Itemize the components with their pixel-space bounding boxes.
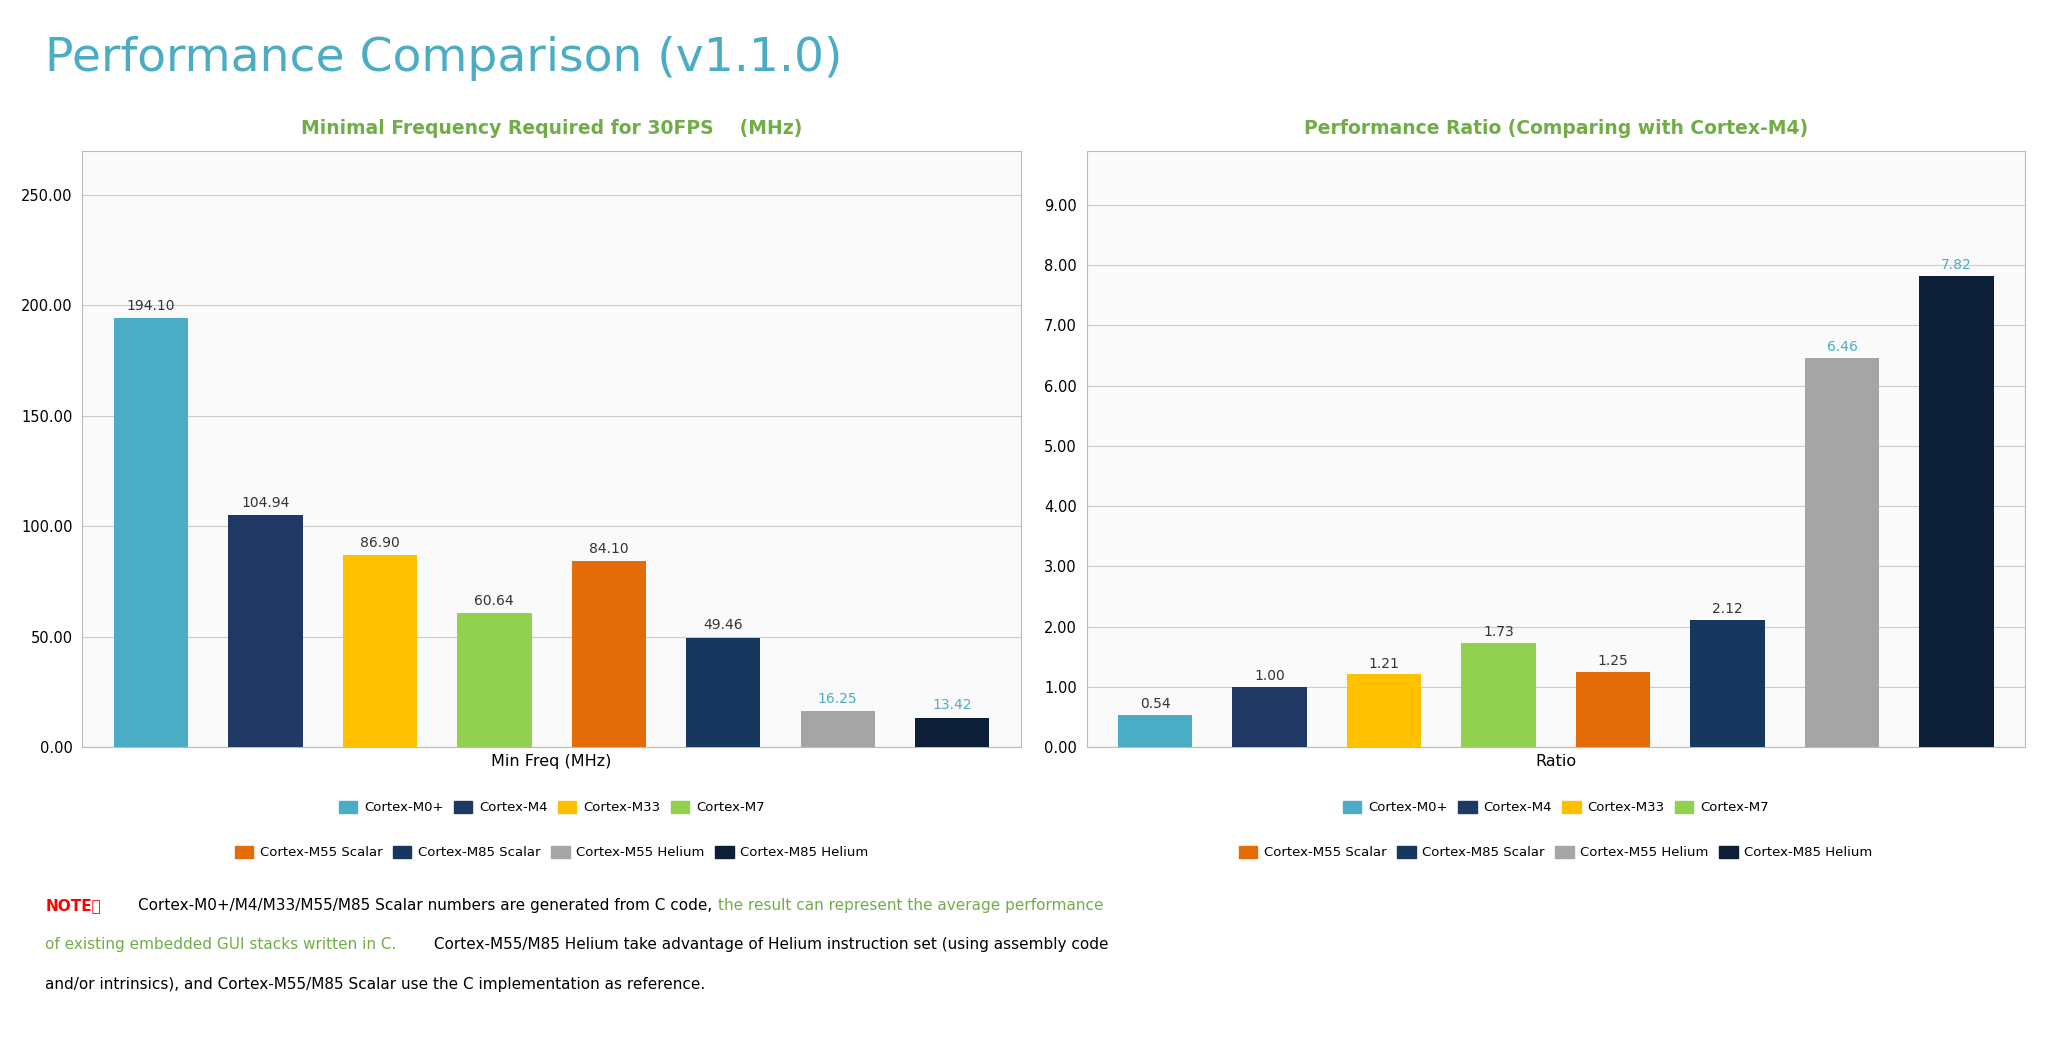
- X-axis label: Ratio: Ratio: [1536, 755, 1577, 769]
- Bar: [800, 711, 876, 747]
- Bar: [1805, 358, 1879, 747]
- Text: 104.94: 104.94: [241, 496, 290, 510]
- Text: Cortex-M55/M85 Helium take advantage of Helium instruction set (using assembly c: Cortex-M55/M85 Helium take advantage of …: [430, 937, 1108, 952]
- Text: 16.25: 16.25: [818, 692, 857, 706]
- Text: 1.25: 1.25: [1598, 654, 1628, 668]
- Bar: [1690, 620, 1764, 747]
- Text: 194.10: 194.10: [127, 299, 175, 312]
- Text: Cortex-M0+/M4/M33/M55/M85 Scalar numbers are generated from C code,: Cortex-M0+/M4/M33/M55/M85 Scalar numbers…: [138, 898, 718, 912]
- Legend: Cortex-M55 Scalar, Cortex-M85 Scalar, Cortex-M55 Helium, Cortex-M85 Helium: Cortex-M55 Scalar, Cortex-M85 Scalar, Co…: [1234, 841, 1877, 865]
- Bar: [915, 717, 989, 747]
- Text: 1.00: 1.00: [1254, 670, 1285, 683]
- Text: NOTE：: NOTE：: [45, 898, 101, 912]
- Text: 6.46: 6.46: [1826, 340, 1857, 354]
- Text: 1.21: 1.21: [1369, 657, 1400, 671]
- Bar: [228, 516, 302, 747]
- Bar: [1347, 675, 1421, 747]
- Bar: [1462, 644, 1536, 747]
- Text: 49.46: 49.46: [703, 619, 742, 632]
- Text: and/or intrinsics), and Cortex-M55/M85 Scalar use the C implementation as refere: and/or intrinsics), and Cortex-M55/M85 S…: [45, 977, 705, 991]
- Text: 0.54: 0.54: [1139, 698, 1170, 711]
- Bar: [456, 613, 533, 747]
- Text: 2.12: 2.12: [1713, 602, 1743, 616]
- Text: of existing embedded GUI stacks written in C.: of existing embedded GUI stacks written …: [45, 937, 397, 952]
- X-axis label: Min Freq (MHz): Min Freq (MHz): [491, 755, 613, 769]
- Bar: [343, 555, 417, 747]
- Text: 84.10: 84.10: [588, 542, 629, 556]
- Bar: [1575, 672, 1651, 747]
- Text: 7.82: 7.82: [1941, 258, 1972, 272]
- Text: 13.42: 13.42: [933, 699, 972, 712]
- Bar: [113, 319, 187, 747]
- Text: 1.73: 1.73: [1482, 626, 1513, 639]
- Title: Performance Ratio (Comparing with Cortex-M4): Performance Ratio (Comparing with Cortex…: [1304, 118, 1807, 138]
- Title: Minimal Frequency Required for 30FPS    (MHz): Minimal Frequency Required for 30FPS (MH…: [300, 118, 802, 138]
- Text: Performance Comparison (v1.1.0): Performance Comparison (v1.1.0): [45, 36, 843, 81]
- Legend: Cortex-M55 Scalar, Cortex-M85 Scalar, Cortex-M55 Helium, Cortex-M85 Helium: Cortex-M55 Scalar, Cortex-M85 Scalar, Co…: [230, 841, 874, 865]
- Bar: [1118, 715, 1192, 747]
- Bar: [572, 562, 646, 747]
- Text: the result can represent the average performance: the result can represent the average per…: [718, 898, 1104, 912]
- Text: 86.90: 86.90: [360, 536, 399, 550]
- Bar: [1232, 687, 1308, 747]
- Bar: [1920, 276, 1994, 747]
- Text: 60.64: 60.64: [475, 594, 514, 608]
- Bar: [687, 638, 761, 747]
